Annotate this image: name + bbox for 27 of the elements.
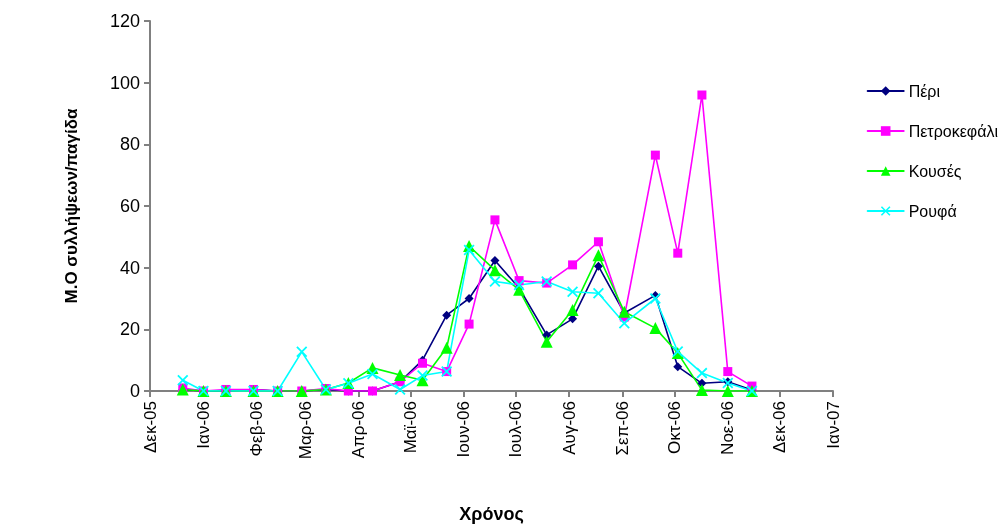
x-tick-label: Αυγ-06	[559, 401, 579, 455]
x-tick-label: Φεβ-06	[247, 401, 267, 457]
x-tick-label: Μαϊ-06	[400, 401, 420, 454]
legend-label: Κουσές	[908, 162, 962, 180]
x-tick-label: Ιουν-06	[454, 401, 474, 458]
legend-label: Πέρι	[908, 82, 941, 100]
x-tick-label: Δεκ-05	[140, 401, 160, 454]
legend-label: Πετροκεφάλι	[908, 122, 999, 140]
y-tick-label: 80	[119, 134, 140, 155]
y-tick-label: 100	[109, 72, 140, 93]
x-tick-label: Σεπ-06	[613, 401, 633, 456]
y-tick-label: 0	[129, 381, 140, 401]
y-axis-title: Μ.Ο συλλήψεων/παγίδα	[62, 107, 81, 304]
legend-label: Ρουφά	[908, 202, 957, 220]
x-tick-label: Μαρ-06	[295, 401, 315, 460]
x-tick-label: Απρ-06	[349, 401, 369, 459]
x-tick-label: Ιαν-06	[193, 401, 213, 449]
x-tick-label: Νοε-06	[718, 401, 738, 455]
x-tick-label: Ιουλ-06	[506, 401, 526, 458]
x-tick-label: Δεκ-06	[770, 401, 790, 454]
y-tick-label: 60	[119, 196, 140, 216]
x-tick-label: Ιαν-07	[823, 401, 843, 449]
y-tick-label: 40	[119, 257, 140, 278]
y-tick-label: 120	[109, 11, 140, 31]
x-axis-title: Χρόνος	[459, 504, 524, 524]
y-tick-label: 20	[119, 319, 140, 340]
x-tick-label: Οκτ-06	[664, 401, 684, 455]
